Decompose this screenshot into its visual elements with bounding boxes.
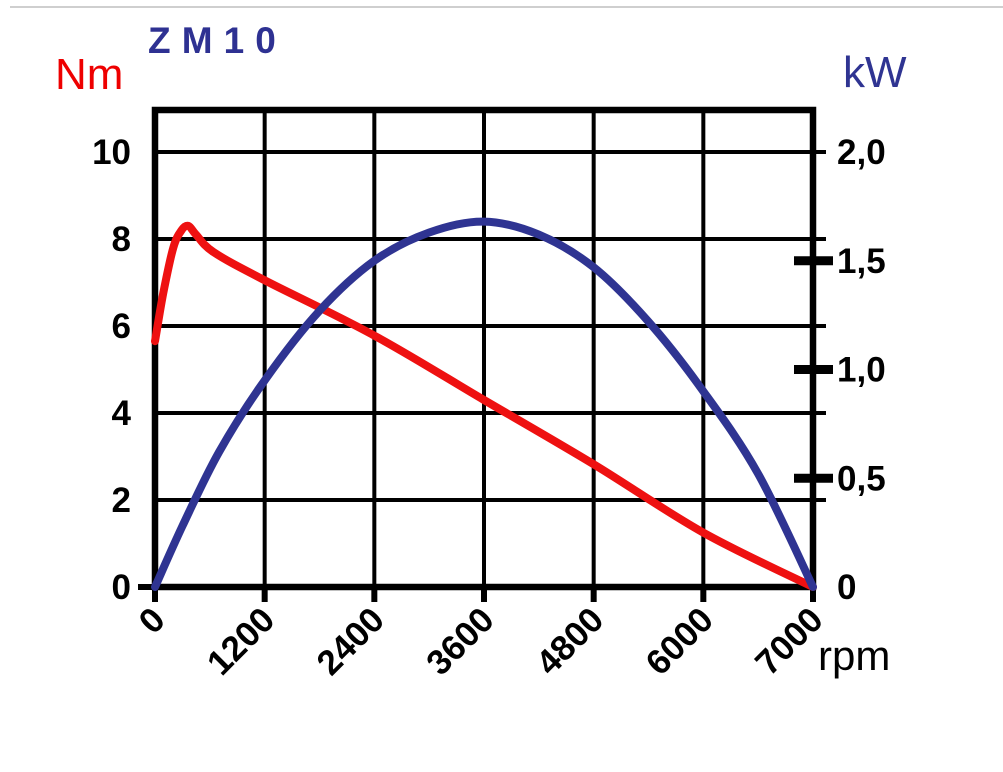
left-tick-label: 6 <box>112 307 131 346</box>
right-tick-label: 1,5 <box>837 242 886 281</box>
x-axis-unit-label: rpm <box>818 632 891 679</box>
left-tick-label: 10 <box>92 133 131 172</box>
x-tick-label: 0 <box>131 600 172 641</box>
x-tick-label: 6000 <box>638 600 721 683</box>
power-curve <box>151 217 817 591</box>
x-tick-label: 2400 <box>309 600 392 683</box>
x-tick-label: 7000 <box>748 600 831 683</box>
right-tick-label: 2,0 <box>837 133 886 172</box>
x-tick-label: 4800 <box>529 600 612 683</box>
left-tick-label: 8 <box>112 220 131 259</box>
torque-curve <box>151 221 817 591</box>
right-axis-unit-label: kW <box>843 48 907 97</box>
left-tick-label: 4 <box>112 394 132 433</box>
chart-title: ZM10 <box>148 20 287 61</box>
right-tick-label: 1,0 <box>837 351 886 390</box>
page-edge-line <box>10 6 1003 8</box>
right-tick-label: 0 <box>837 568 856 607</box>
left-tick-label: 0 <box>112 568 131 607</box>
right-tick-label: 0,5 <box>837 459 886 498</box>
left-tick-label: 2 <box>112 481 131 520</box>
x-tick-label: 3600 <box>419 600 502 683</box>
left-axis-unit-label: Nm <box>55 50 124 99</box>
x-tick-label: 1200 <box>200 600 283 683</box>
